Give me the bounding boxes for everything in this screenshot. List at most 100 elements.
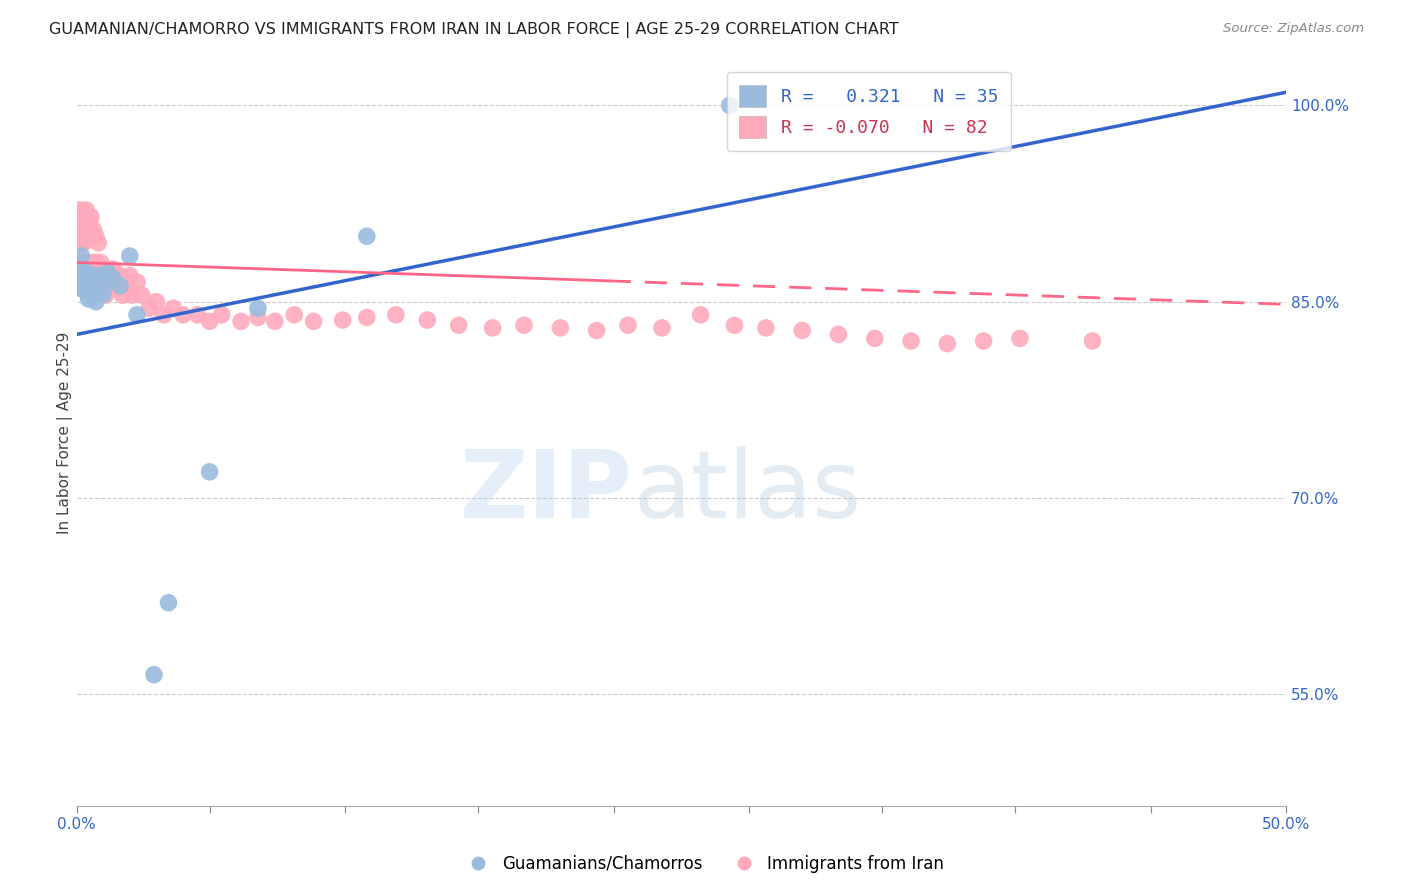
- Point: [283, 308, 305, 322]
- Point: [80, 286, 103, 301]
- Point: [82, 255, 104, 269]
- Point: [70, 203, 93, 218]
- Point: [77, 279, 100, 293]
- Point: [117, 282, 139, 296]
- Point: [973, 334, 995, 348]
- Point: [67, 223, 90, 237]
- Point: [689, 308, 711, 322]
- Point: [104, 275, 127, 289]
- Point: [108, 279, 131, 293]
- Point: [101, 262, 124, 277]
- Point: [80, 210, 103, 224]
- Point: [723, 318, 745, 333]
- Point: [792, 324, 814, 338]
- Point: [80, 271, 103, 285]
- Point: [75, 255, 97, 269]
- Point: [73, 255, 96, 269]
- Point: [246, 301, 269, 316]
- Point: [84, 268, 107, 283]
- Point: [118, 268, 141, 283]
- Point: [114, 275, 136, 289]
- Point: [67, 203, 90, 218]
- Point: [90, 275, 112, 289]
- Point: [617, 318, 640, 333]
- Point: [67, 268, 90, 283]
- Point: [87, 282, 110, 296]
- Point: [75, 275, 97, 289]
- Point: [385, 308, 408, 322]
- Point: [94, 288, 117, 302]
- Point: [447, 318, 470, 333]
- Point: [101, 271, 124, 285]
- Text: ZIP: ZIP: [460, 446, 633, 538]
- Point: [107, 282, 129, 296]
- Point: [131, 288, 153, 302]
- Point: [142, 667, 165, 681]
- Point: [118, 249, 141, 263]
- Point: [70, 216, 93, 230]
- Point: [75, 203, 97, 218]
- Text: Source: ZipAtlas.com: Source: ZipAtlas.com: [1223, 22, 1364, 36]
- Point: [111, 288, 134, 302]
- Point: [211, 308, 233, 322]
- Point: [827, 327, 849, 342]
- Point: [84, 279, 107, 293]
- Point: [70, 268, 93, 283]
- Point: [416, 313, 439, 327]
- Point: [77, 262, 100, 277]
- Point: [863, 331, 886, 345]
- Point: [513, 318, 536, 333]
- Point: [70, 249, 93, 263]
- Point: [73, 235, 96, 250]
- Point: [77, 268, 100, 283]
- Point: [302, 314, 325, 328]
- Y-axis label: In Labor Force | Age 25-29: In Labor Force | Age 25-29: [58, 332, 73, 533]
- Point: [97, 266, 120, 280]
- Point: [1081, 334, 1104, 348]
- Point: [332, 313, 354, 327]
- Legend: R =   0.321   N = 35, R = -0.070   N = 82: R = 0.321 N = 35, R = -0.070 N = 82: [727, 72, 1011, 151]
- Point: [172, 308, 194, 322]
- Point: [73, 282, 96, 296]
- Point: [718, 98, 741, 112]
- Point: [80, 262, 103, 277]
- Point: [198, 314, 221, 328]
- Point: [90, 255, 112, 269]
- Point: [77, 275, 100, 289]
- Point: [82, 223, 104, 237]
- Point: [152, 308, 174, 322]
- Point: [73, 262, 96, 277]
- Point: [138, 301, 160, 316]
- Point: [84, 229, 107, 244]
- Point: [67, 262, 90, 277]
- Point: [91, 262, 114, 277]
- Point: [73, 268, 96, 283]
- Point: [70, 268, 93, 283]
- Point: [936, 336, 959, 351]
- Point: [82, 268, 104, 283]
- Point: [246, 310, 269, 325]
- Point: [91, 286, 114, 301]
- Point: [82, 268, 104, 283]
- Point: [125, 308, 148, 322]
- Point: [94, 275, 117, 289]
- Point: [550, 321, 572, 335]
- Point: [75, 268, 97, 283]
- Text: GUAMANIAN/CHAMORRO VS IMMIGRANTS FROM IRAN IN LABOR FORCE | AGE 25-29 CORRELATIO: GUAMANIAN/CHAMORRO VS IMMIGRANTS FROM IR…: [49, 22, 898, 38]
- Point: [77, 223, 100, 237]
- Legend: Guamanians/Chamorros, Immigrants from Iran: Guamanians/Chamorros, Immigrants from Ir…: [456, 848, 950, 880]
- Point: [162, 301, 184, 316]
- Point: [108, 268, 131, 283]
- Point: [97, 268, 120, 283]
- Point: [87, 235, 110, 250]
- Point: [75, 229, 97, 244]
- Point: [77, 292, 100, 306]
- Point: [145, 294, 167, 309]
- Point: [84, 294, 107, 309]
- Point: [755, 321, 778, 335]
- Point: [75, 285, 97, 299]
- Point: [87, 282, 110, 296]
- Point: [121, 288, 143, 302]
- Point: [90, 268, 112, 283]
- Point: [585, 324, 607, 338]
